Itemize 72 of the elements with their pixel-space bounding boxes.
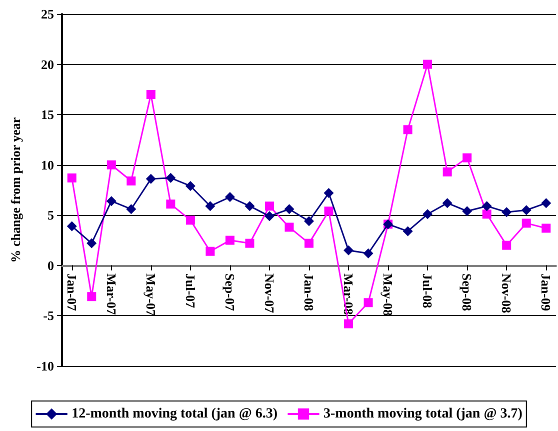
point — [422, 209, 433, 220]
y-tick-label: 15 — [41, 107, 54, 122]
y-tick-label: -5 — [43, 308, 54, 324]
legend-label: 3-month moving total (jan @ 3.7) — [324, 406, 523, 422]
point — [542, 224, 551, 233]
x-tick-label: Jul-08 — [420, 273, 436, 309]
x-tick-label: Sep-07 — [222, 273, 238, 312]
x-tick-label: Mar-07 — [104, 273, 119, 316]
point — [284, 222, 294, 232]
y-tick-label: 20 — [41, 56, 54, 72]
point — [126, 204, 136, 214]
point — [324, 188, 334, 198]
point — [264, 202, 274, 211]
point — [482, 201, 492, 212]
point — [225, 236, 234, 245]
point — [482, 210, 492, 219]
x-tick-label: Nov-08 — [499, 273, 514, 314]
y-tick-label: 10 — [41, 157, 54, 172]
point — [403, 125, 412, 134]
y-tick-label: 25 — [41, 6, 54, 22]
point — [521, 205, 532, 216]
point — [344, 319, 354, 328]
point — [206, 246, 215, 256]
x-tick-label: Sep-08 — [460, 273, 475, 312]
y-tick-label: 5 — [48, 208, 54, 223]
point — [86, 238, 97, 248]
point — [106, 160, 116, 170]
x-tick-label: May-08 — [380, 273, 396, 317]
point — [264, 211, 274, 222]
point — [402, 226, 413, 236]
point — [146, 90, 156, 99]
x-tick-label: Mar-08 — [341, 273, 356, 316]
point — [502, 207, 512, 218]
point — [87, 292, 96, 302]
point — [166, 172, 176, 183]
point — [106, 196, 116, 206]
point — [186, 216, 195, 225]
point — [66, 221, 77, 232]
point — [363, 248, 374, 258]
point — [244, 201, 255, 212]
point — [462, 206, 472, 216]
point — [224, 192, 235, 202]
y-axis-title: % change from prior year — [8, 117, 23, 263]
point — [205, 201, 216, 212]
point — [185, 180, 196, 191]
point — [522, 218, 531, 228]
point — [284, 204, 294, 214]
y-tick-label: 0 — [48, 258, 54, 273]
point — [442, 167, 452, 176]
point — [304, 216, 314, 226]
point — [146, 174, 156, 184]
point — [364, 298, 373, 308]
point — [166, 200, 176, 209]
x-tick-label: Jan-09 — [538, 273, 554, 312]
point — [442, 198, 452, 208]
point — [423, 60, 432, 69]
x-tick-label: Jul-07 — [182, 273, 198, 309]
point — [245, 238, 254, 248]
point — [324, 206, 334, 216]
point — [67, 173, 76, 182]
point — [126, 176, 136, 186]
legend-label: 12-month moving total (jan @ 6.3) — [72, 406, 278, 422]
x-tick-label: Nov-07 — [262, 273, 277, 314]
point — [344, 245, 354, 256]
y-tick-label: -10 — [36, 358, 54, 374]
x-tick-label: Jan-07 — [64, 273, 80, 312]
x-tick-label: May-07 — [143, 273, 158, 317]
point — [304, 238, 314, 248]
x-tick-label: Jan-08 — [302, 273, 316, 312]
point — [502, 240, 512, 250]
point — [541, 198, 552, 208]
point — [462, 153, 472, 162]
